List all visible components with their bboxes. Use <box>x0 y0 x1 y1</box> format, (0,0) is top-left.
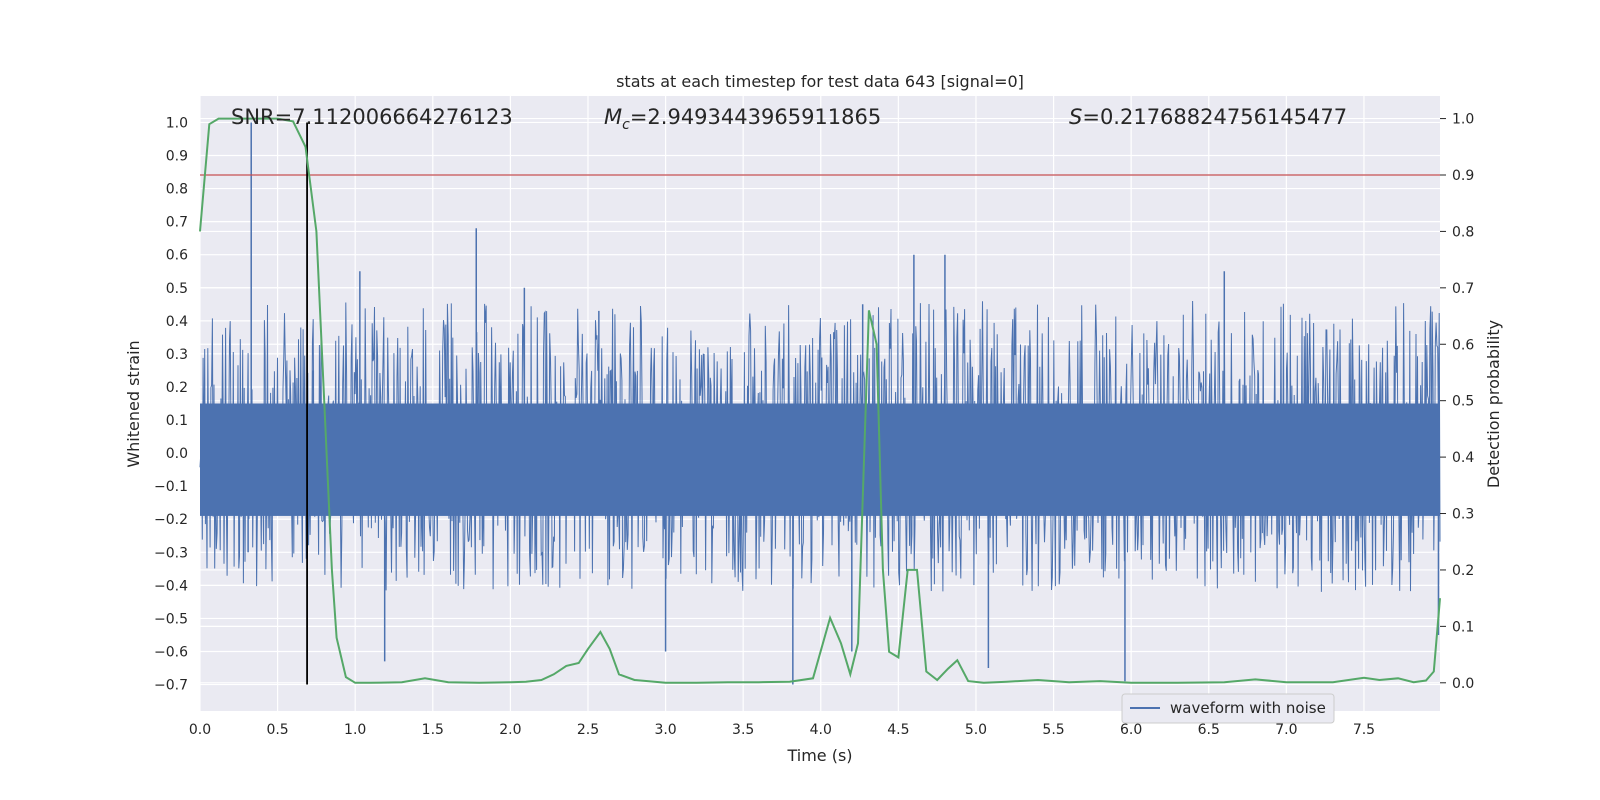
x-axis-label: Time (s) <box>786 746 852 765</box>
y-right-tick-label: 0.8 <box>1452 224 1474 240</box>
legend-box <box>1121 693 1335 724</box>
y-tick-label: 0.6 <box>166 248 188 264</box>
y-tick-label: −0.6 <box>154 644 188 660</box>
x-tick-label: 6.0 <box>1120 722 1142 738</box>
chart-title: stats at each timestep for test data 643… <box>616 72 1024 91</box>
waveform-series <box>199 122 1441 685</box>
snr-annotation: SNR=7.112006664276123 <box>231 105 513 129</box>
y-tick-label: 0.8 <box>166 182 188 198</box>
waveform-core <box>200 403 1440 516</box>
overlays <box>199 117 1441 685</box>
y-tick-label: 0.2 <box>166 380 188 396</box>
y-right-tick-label: 0.1 <box>1452 619 1474 635</box>
x-tick-label: 5.5 <box>1042 722 1064 738</box>
x-tick-label: 0.0 <box>189 722 211 738</box>
x-tick-label: 4.5 <box>887 722 909 738</box>
y-right-tick-label: 0.6 <box>1452 337 1474 353</box>
y-right-tick-label: 0.3 <box>1452 507 1474 523</box>
y-right-tick-label: 1.0 <box>1452 112 1474 128</box>
s-symbol: S <box>1069 105 1082 129</box>
y-tick-label: 1.0 <box>166 115 188 131</box>
y-tick-label: −0.2 <box>154 512 188 528</box>
y-tick-label: 0.7 <box>166 215 188 231</box>
y-right-tick-label: 0.4 <box>1452 450 1474 466</box>
waveform-line <box>199 300 1441 592</box>
y-tick-label: 0.3 <box>166 347 188 363</box>
x-tick-label: 4.0 <box>810 722 832 738</box>
y-right-tick-label: 0.0 <box>1452 676 1474 692</box>
y-tick-label: −0.3 <box>154 545 188 561</box>
x-tick-label: 5.0 <box>965 722 987 738</box>
x-tick-label: 1.5 <box>422 722 444 738</box>
mc-symbol: M <box>604 105 622 129</box>
y-ticks: −0.7 −0.6 −0.5 −0.4 −0.3 −0.2 −0.1 0.0 0.1 0.2 0.3… <box>154 115 188 693</box>
x-tick-label: 1.0 <box>344 722 366 738</box>
y-right-tick-label: 0.5 <box>1452 394 1474 410</box>
y-tick-label: 0.5 <box>166 281 188 297</box>
s-annotation: S=0.21768824756145477 <box>1069 105 1347 129</box>
x-tick-label: 2.5 <box>577 722 599 738</box>
y-tick-label: −0.1 <box>154 479 188 495</box>
y-tick-label: −0.7 <box>154 678 188 694</box>
y-axis-label: Whitened strain <box>124 340 143 467</box>
x-tick-label: 7.5 <box>1353 722 1375 738</box>
y-tick-label: 0.9 <box>166 149 188 165</box>
s-value: =0.21768824756145477 <box>1082 105 1347 129</box>
y-tick-label: 0.0 <box>166 446 188 462</box>
x-tick-label: 3.0 <box>654 722 676 738</box>
x-tick-label: 2.0 <box>499 722 521 738</box>
y-tick-label: 0.4 <box>166 314 188 330</box>
x-tick-label: 0.5 <box>266 722 288 738</box>
y-right-tick-label: 0.7 <box>1452 281 1474 297</box>
x-tick-label: 6.5 <box>1198 722 1220 738</box>
mc-subscript: c <box>622 117 630 133</box>
x-tick-label: 3.5 <box>732 722 754 738</box>
y-tick-label: 0.1 <box>166 413 188 429</box>
y-right-tick-label: 0.9 <box>1452 168 1474 184</box>
detection-probability-line <box>199 117 1441 684</box>
legend-label-waveform: waveform with noise <box>1170 699 1326 717</box>
mc-value: =2.9493443965911865 <box>630 105 881 129</box>
x-tick-label: 7.0 <box>1275 722 1297 738</box>
y-ticks-right: 0.0 0.1 0.2 0.3 0.4 0.5 0.6 0.7 0.8 0.9 1.0 <box>1440 112 1474 692</box>
y-axis-label-right: Detection probability <box>1484 320 1503 488</box>
y-tick-label: −0.5 <box>154 611 188 627</box>
mc-annotation: Mc=2.9493443965911865 <box>604 105 881 133</box>
x-ticks: 0.0 0.5 1.0 1.5 2.0 2.5 3.0 3.5 4.0 4.5 5.0 5.5 6.0 6… <box>189 722 1375 738</box>
y-right-tick-label: 0.2 <box>1452 563 1474 579</box>
legend: waveform with noise <box>1121 693 1335 724</box>
y-tick-label: −0.4 <box>154 578 188 594</box>
